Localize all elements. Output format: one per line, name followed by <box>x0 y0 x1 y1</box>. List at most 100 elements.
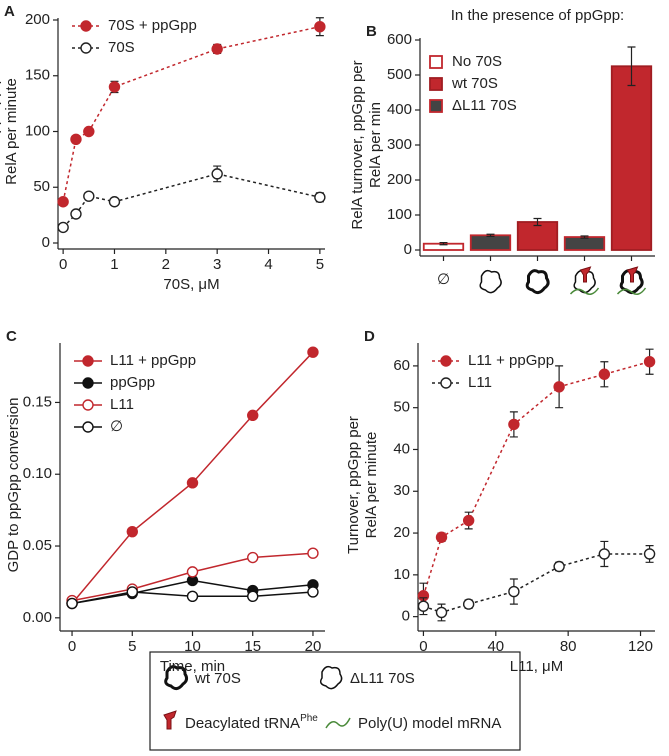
trna-icon <box>579 266 592 283</box>
series-line <box>422 360 650 596</box>
y-tick-label: 0.00 <box>23 609 52 626</box>
data-point <box>314 191 326 203</box>
x-axis-label: 70S, μM <box>163 276 219 293</box>
data-point <box>307 547 319 559</box>
data-point <box>186 590 199 602</box>
data-point <box>211 43 223 55</box>
x-tick-label: 80 <box>560 638 577 655</box>
y-tick-label: 0 <box>42 234 50 251</box>
x-tick-label: 20 <box>305 638 322 655</box>
mrna-icon <box>569 287 600 295</box>
ribosome-icon <box>525 269 550 295</box>
ribosome-icon <box>479 269 502 294</box>
legend-marker <box>80 42 92 54</box>
y-tick-label: 100 <box>387 206 412 223</box>
legend-marker <box>80 20 92 32</box>
key-label-main: Deacylated tRNA <box>185 715 300 732</box>
y-axis-label: RelA per minute <box>363 432 380 539</box>
data-point <box>598 368 611 380</box>
x-tick-label: 15 <box>244 638 261 655</box>
data-point <box>247 590 259 602</box>
y-tick-label: 300 <box>387 136 412 153</box>
panel-letter: B <box>366 23 377 40</box>
x-axis-label: Time, min <box>160 658 225 675</box>
y-tick-label: 50 <box>393 399 410 416</box>
data-point <box>247 551 259 564</box>
panel: D 0 10 20 30 40 50 60 Turnover, ppGpp per RelA pe… <box>345 328 656 675</box>
data-point <box>247 409 259 422</box>
data-point <box>83 190 95 202</box>
data-point <box>66 597 78 610</box>
data-point <box>598 548 611 560</box>
data-point <box>70 208 82 220</box>
y-tick-label: 0.05 <box>23 537 52 554</box>
data-point <box>314 20 326 33</box>
data-point <box>70 133 82 146</box>
y-tick-label: 10 <box>393 566 410 583</box>
x-tick-label: 0 <box>419 638 427 655</box>
mrna-icon <box>325 717 351 729</box>
y-tick-label: 0 <box>404 241 412 258</box>
key-box: wt 70S ΔL11 70S Deacylated tRNAPhe Poly(… <box>149 651 521 751</box>
y-tick-label: 0.15 <box>23 393 52 410</box>
panel-letter: C <box>6 328 17 345</box>
legend-swatch <box>429 77 443 91</box>
wt-ribosome-icon <box>164 665 189 691</box>
x-tick-label: 5 <box>316 256 324 273</box>
panel-title: In the presence of ppGpp: <box>451 7 624 24</box>
key-label-sup: Phe <box>300 713 318 724</box>
data-point <box>83 125 95 138</box>
error-bar <box>486 233 495 237</box>
legend-label: wt 70S <box>451 75 498 92</box>
data-point <box>57 221 69 234</box>
y-tick-label: 200 <box>25 11 50 28</box>
legend-label: L11 + ppGpp <box>468 352 554 369</box>
y-tick-label: 200 <box>387 171 412 188</box>
x-tick-label: 120 <box>628 638 653 655</box>
y-tick-label: 0 <box>402 608 410 625</box>
y-tick-label: 600 <box>387 31 412 48</box>
data-point <box>307 586 319 598</box>
data-point <box>57 196 69 208</box>
bar <box>469 234 512 251</box>
legend-label: No 70S <box>452 53 502 70</box>
y-tick-label: 500 <box>387 66 412 83</box>
data-point <box>435 606 448 619</box>
y-axis-label: Turnover, ppGpp per <box>345 416 362 554</box>
legend-marker <box>440 377 452 389</box>
y-tick-label: 30 <box>393 482 410 499</box>
data-point <box>108 81 121 93</box>
x-tick-label: 40 <box>487 638 504 655</box>
key-label: wt 70S <box>194 670 241 687</box>
legend-marker <box>440 355 452 367</box>
bar <box>563 236 606 251</box>
data-point <box>211 168 223 180</box>
data-point <box>126 586 138 598</box>
y-axis-label: RelA per minute <box>3 78 20 185</box>
data-point <box>508 418 520 431</box>
data-point <box>643 356 656 368</box>
axes <box>417 343 655 632</box>
data-point <box>108 196 121 208</box>
legend-swatch <box>429 99 443 113</box>
error-bar <box>439 242 448 246</box>
error-bar <box>627 46 636 87</box>
legend-label: ∅ <box>110 418 123 435</box>
x-tick-label: 3 <box>213 256 221 273</box>
y-axis-label: Turnover, ppGpp per <box>0 63 2 201</box>
legend-label: ppGpp <box>110 374 155 391</box>
panel-letter: A <box>4 3 15 20</box>
trna-icon <box>163 710 177 730</box>
mrna-icon <box>616 287 647 295</box>
x-tick-label: 5 <box>128 638 136 655</box>
legend-marker <box>82 421 94 433</box>
panel-letter: D <box>364 328 375 345</box>
legend-label: L11 <box>468 374 492 391</box>
legend-label: L11 <box>110 396 134 413</box>
data-point <box>186 566 199 578</box>
panel: B In the presence of ppGpp: 0 100 200 300 400 5… <box>349 7 655 288</box>
series-line <box>423 553 650 614</box>
